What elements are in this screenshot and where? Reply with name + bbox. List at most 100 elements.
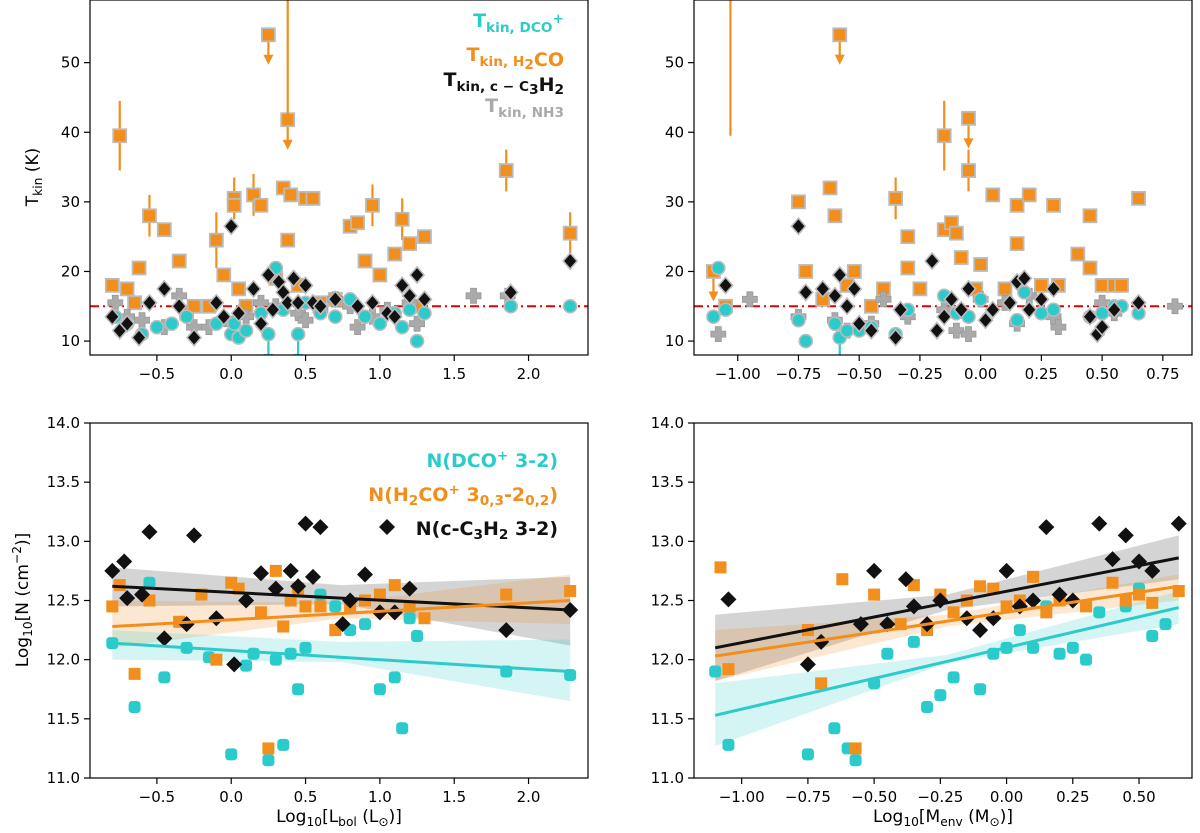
data-point: [948, 225, 964, 241]
data-point: [409, 315, 425, 332]
upper-limit-arrowhead: [834, 54, 845, 65]
data-point: [1046, 197, 1061, 213]
data-point: [943, 290, 960, 309]
data-point: [269, 564, 282, 577]
data-point: [299, 600, 312, 613]
data-point: [722, 663, 735, 676]
data-point: [863, 298, 879, 314]
data-point: [342, 592, 359, 609]
data-point: [401, 580, 418, 597]
data-point: [253, 197, 269, 213]
data-point: [839, 323, 855, 338]
data-point: [849, 754, 862, 767]
data-point: [357, 566, 374, 583]
data-point: [720, 591, 737, 608]
legend-entry-dco: Tkin, DCO+: [473, 10, 564, 36]
y-tick-label: 40: [61, 123, 80, 141]
data-point: [1027, 570, 1040, 583]
confidence-band-c3h2: [715, 535, 1179, 681]
data-point: [1082, 260, 1098, 276]
data-point: [984, 300, 1001, 319]
data-point: [226, 656, 243, 673]
x-tick-label: 0.50: [1122, 788, 1155, 806]
data-point: [130, 328, 148, 347]
data-point: [349, 297, 366, 316]
data-point: [741, 291, 758, 308]
plot-area-tl: [90, 0, 588, 355]
x-tick-label: 0.0: [219, 365, 243, 383]
data-point: [186, 527, 203, 544]
data-point: [1016, 269, 1033, 288]
data-point: [838, 297, 856, 316]
data-point: [329, 600, 342, 613]
data-point: [1104, 551, 1121, 568]
x-tick-label: 0.75: [1146, 365, 1179, 383]
data-point: [252, 565, 269, 582]
y-tick-label: 50: [665, 54, 684, 72]
data-point: [1027, 641, 1040, 654]
data-point: [1146, 630, 1159, 642]
data-point: [365, 197, 380, 213]
y-tick-label: 11.0: [47, 769, 80, 787]
confidence-band-dco: [715, 591, 1179, 747]
data-point: [498, 622, 515, 639]
data-point: [936, 128, 952, 144]
data-point: [1021, 187, 1037, 203]
axes-frame: [693, 0, 1193, 356]
data-point: [846, 264, 862, 279]
data-point: [297, 312, 314, 329]
data-point: [1106, 300, 1123, 319]
data-point: [357, 253, 373, 269]
data-point: [388, 579, 401, 592]
data-point: [231, 281, 247, 297]
data-point: [260, 265, 277, 285]
data-point: [875, 291, 892, 308]
data-point: [977, 310, 994, 330]
y-tick-label: 30: [61, 193, 80, 211]
chart-panel-bl: −0.5 0.0 0.5 1.0 1.5 2.0 11.0 11.5 12.0 12.5 13.0 1…: [47, 414, 589, 806]
y-tick-label: 10: [665, 332, 684, 350]
data-point: [892, 300, 909, 319]
data-point: [417, 305, 432, 321]
x-tick-label: −0.75: [775, 365, 821, 383]
x-tick-label: −0.75: [785, 788, 831, 806]
fit-line-h2co: [112, 599, 571, 629]
data-point: [947, 671, 960, 684]
legend-bottom-left: N(DCO+ 3-2) N(H2CO+ 30,3-20,2) N(c-C3H2 3-…: [368, 448, 558, 543]
data-point: [1146, 596, 1159, 609]
y-tick-label: 14.0: [651, 414, 684, 432]
data-point: [402, 236, 418, 252]
data-point: [305, 190, 321, 206]
data-point: [973, 292, 988, 307]
data-point: [1080, 653, 1093, 666]
x-tick-label: −0.50: [836, 365, 882, 383]
data-point: [387, 246, 403, 262]
data-point: [403, 612, 416, 625]
data-point: [814, 279, 831, 299]
fit-line-dco: [112, 641, 571, 673]
data-point: [283, 187, 299, 203]
upper-limit-arrowhead: [263, 54, 274, 65]
y-axis-label-top: Tkin (K): [23, 148, 45, 207]
data-point: [1021, 300, 1038, 319]
data-point: [498, 163, 514, 178]
data-point: [127, 295, 142, 311]
data-point: [297, 276, 314, 295]
y-axis-label-bottom: Log10[N (cm−2)]: [10, 533, 35, 668]
data-point: [1081, 307, 1099, 326]
data-point: [210, 653, 223, 666]
data-point: [312, 297, 329, 316]
data-point: [208, 293, 225, 313]
data-point: [264, 300, 281, 319]
x-tick-label: 0.00: [964, 365, 997, 383]
upper-limit-arrowhead: [708, 291, 719, 302]
data-point: [284, 594, 297, 607]
data-point: [826, 286, 843, 306]
data-point: [1046, 302, 1061, 318]
data-point: [1144, 562, 1161, 579]
y-tick-label: 12.5: [651, 592, 684, 610]
data-point: [936, 307, 953, 326]
data-point: [245, 279, 262, 299]
data-point: [832, 27, 848, 43]
data-point: [503, 298, 518, 314]
